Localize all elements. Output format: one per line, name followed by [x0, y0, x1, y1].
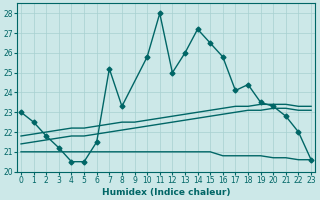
- X-axis label: Humidex (Indice chaleur): Humidex (Indice chaleur): [102, 188, 230, 197]
